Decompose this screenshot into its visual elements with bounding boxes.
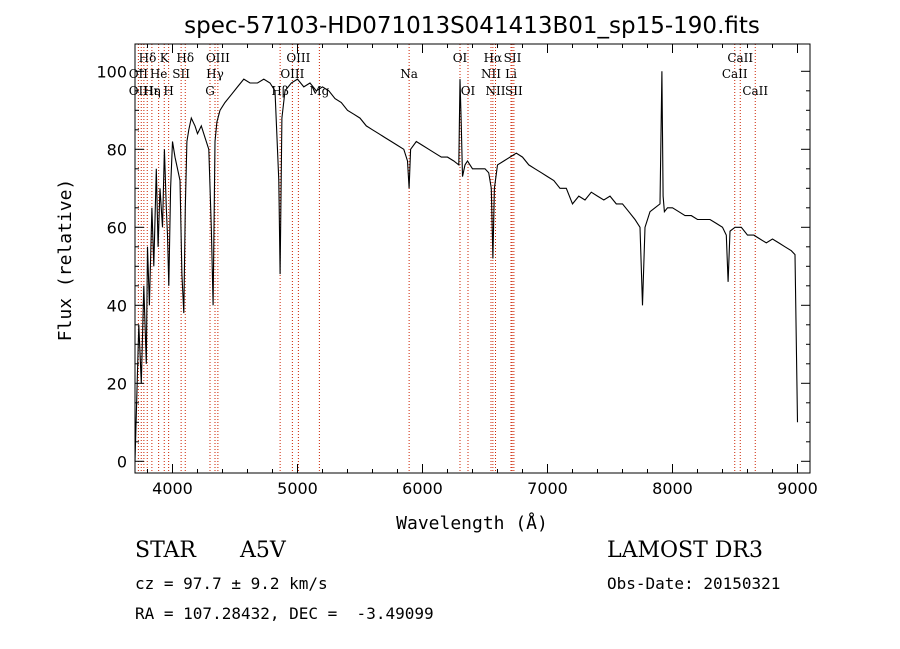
y-tick-label: 100 xyxy=(96,62,127,81)
object-type: STAR xyxy=(135,538,196,563)
line-label: OII xyxy=(129,67,149,81)
line-label: H xyxy=(163,84,173,98)
y-tick-label: 40 xyxy=(107,296,127,315)
y-axis-label: Flux (relative) xyxy=(55,179,76,342)
y-tick-label: 80 xyxy=(107,140,127,159)
line-label: G xyxy=(205,84,215,98)
line-label: CaII xyxy=(742,84,768,98)
line-label: Li xyxy=(505,67,517,81)
x-tick-label: 6000 xyxy=(402,479,443,498)
line-label: SII xyxy=(504,51,522,65)
line-label: SII xyxy=(172,67,190,81)
x-tick-label: 7000 xyxy=(527,479,568,498)
line-label: OI xyxy=(461,84,476,98)
line-label: OIII xyxy=(206,51,230,65)
redshift-cz: cz = 97.7 ± 9.2 km/s xyxy=(135,574,328,593)
line-label: Na xyxy=(400,67,418,81)
line-label: OIII xyxy=(280,67,304,81)
survey-name: LAMOST DR3 xyxy=(607,538,763,563)
x-tick-label: 9000 xyxy=(777,479,818,498)
x-tick-label: 8000 xyxy=(652,479,693,498)
observation-date: Obs-Date: 20150321 xyxy=(607,574,781,593)
line-label: Hδ xyxy=(176,51,194,65)
line-label: CaII xyxy=(722,67,748,81)
line-label: Hγ xyxy=(206,67,224,81)
x-tick-label: 5000 xyxy=(277,479,318,498)
line-label: Hα xyxy=(484,51,503,65)
line-label: Mg xyxy=(309,84,329,98)
x-tick-label: 4000 xyxy=(152,479,193,498)
line-label: Hδ xyxy=(139,51,157,65)
line-label: SII xyxy=(505,84,523,98)
x-axis-label: Wavelength (Å) xyxy=(396,512,548,534)
line-label: Hε xyxy=(144,84,161,98)
emission-line-markers xyxy=(137,44,756,473)
spectrum-line xyxy=(134,71,799,462)
line-label: OIII xyxy=(286,51,310,65)
plot-frame xyxy=(134,43,811,474)
y-tick-label: 0 xyxy=(117,452,127,471)
y-tick-label: 20 xyxy=(107,374,127,393)
line-label: Hη xyxy=(143,84,161,98)
y-tick-label: 60 xyxy=(107,218,127,237)
chart-title: spec-57103-HD071013S041413B01_sp15-190.f… xyxy=(184,13,760,39)
line-label: CaII xyxy=(727,51,753,65)
y-axis: 0 20 40 60 80 100 xyxy=(96,62,810,471)
line-label: K xyxy=(160,51,170,65)
line-label: Hβ xyxy=(271,84,288,98)
line-label: NII xyxy=(486,84,506,98)
line-label: He xyxy=(150,67,168,81)
x-axis: 4000 5000 6000 7000 8000 9000 xyxy=(147,44,818,498)
object-subclass: A5V xyxy=(240,538,286,563)
line-label: NII xyxy=(481,67,501,81)
coordinates: RA = 107.28432, DEC = -3.49099 xyxy=(135,604,434,623)
line-label: OI xyxy=(453,51,468,65)
